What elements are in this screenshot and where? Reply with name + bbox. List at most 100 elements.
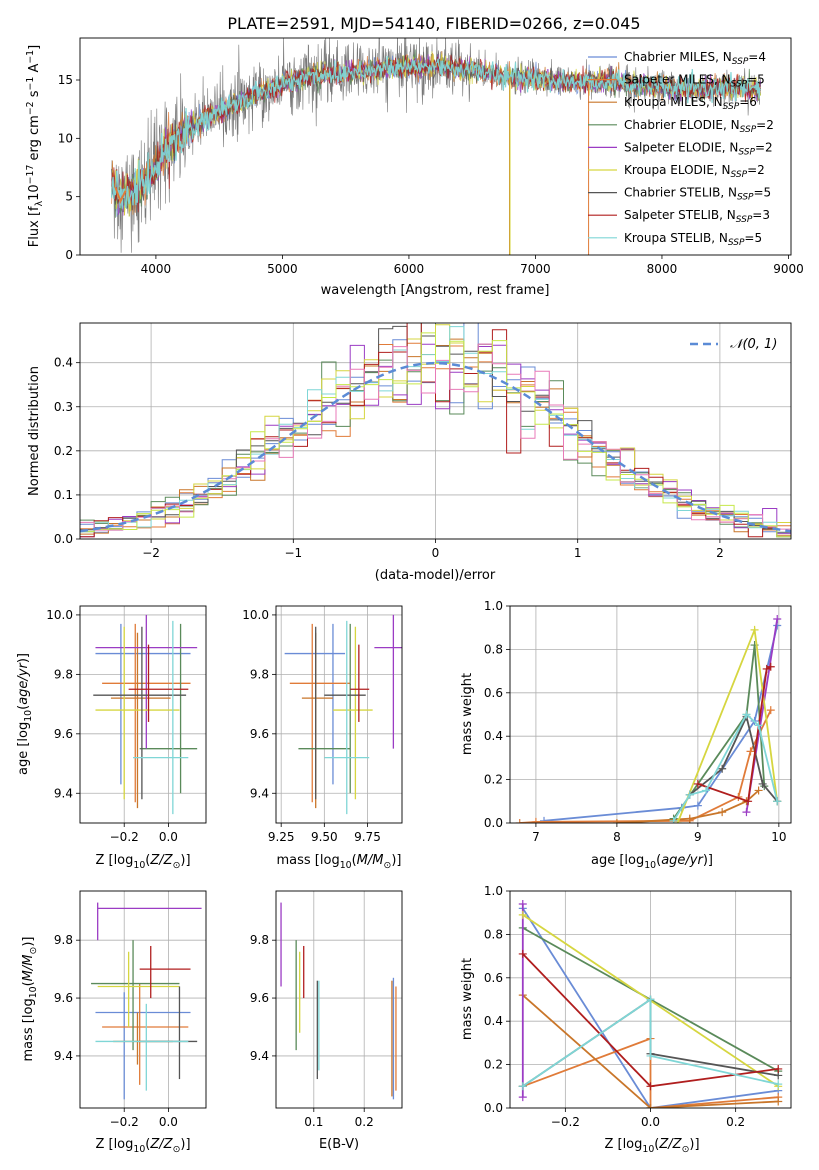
label-fragment: Flux [f xyxy=(27,206,42,247)
x-tick-label: 0.2 xyxy=(355,1115,374,1129)
legend-label-tail: =2 xyxy=(755,140,773,154)
label-fragment: s xyxy=(27,90,42,101)
y-tick-label: 9.4 xyxy=(250,786,269,800)
plot-area xyxy=(93,614,198,815)
plot-area xyxy=(111,38,762,255)
plot-area xyxy=(518,900,783,1108)
mass-weight-marker xyxy=(515,819,524,823)
label-fragment: age [ xyxy=(591,853,624,868)
mass-weight-marker xyxy=(758,779,767,788)
y-tick-label: 0.2 xyxy=(484,773,503,787)
y-tick-label: 9.8 xyxy=(54,933,73,947)
y-tick-label: 10.0 xyxy=(46,608,73,622)
y-tick-label: 5 xyxy=(65,190,73,204)
label-fragment: −1 xyxy=(25,50,36,64)
label-fragment: ] xyxy=(27,45,42,50)
y-tick-label: 9.4 xyxy=(54,786,73,800)
mass-weight-marker xyxy=(773,797,782,806)
mass-weight-marker xyxy=(701,786,710,795)
x-tick-label: 7 xyxy=(532,830,540,844)
label-fragment: )] xyxy=(16,653,31,663)
label-fragment: ( xyxy=(145,1137,150,1152)
mass-weight-marker xyxy=(518,949,527,958)
mass-weight-line xyxy=(522,1037,779,1108)
x-tick-label: 8000 xyxy=(647,262,678,276)
mass-weight-line xyxy=(519,709,772,823)
label-fragment: )] xyxy=(180,1137,190,1152)
mass-weight-marker xyxy=(762,664,771,673)
legend-label-tail: =6 xyxy=(739,95,757,109)
label-fragment: log xyxy=(624,853,644,868)
axes-frame xyxy=(275,605,403,824)
legend-label: Kroupa MILES, NSSP=6 xyxy=(624,95,757,112)
legend-label-main: Salpeter ELODIE, N xyxy=(624,140,738,154)
x-axis-label: mass [log10(M/M⊙)] xyxy=(276,853,401,871)
axes-frame xyxy=(509,890,792,1109)
x-tick-label: 1 xyxy=(574,546,582,560)
label-fragment: log xyxy=(114,1137,134,1152)
label-fragment: 10 xyxy=(23,710,34,722)
residuals-panel: −2 −1 0 1 2 0.0 0.1 0.2 0.3 0.4 𝒩(0, 1) (data-model… xyxy=(27,322,792,583)
label-fragment: mass weight xyxy=(460,958,475,1040)
y-tick-label: 0.0 xyxy=(484,816,503,830)
mass-weight-marker xyxy=(746,747,755,756)
mass-weight-marker xyxy=(685,814,694,823)
mass-weight-marker xyxy=(518,1093,527,1102)
y-tick-label: 9.6 xyxy=(250,991,269,1005)
legend-label: Chabrier STELIB, NSSP=5 xyxy=(624,186,771,203)
label-fragment: λ xyxy=(34,200,45,206)
y-tick-label: 0.3 xyxy=(54,400,73,414)
y-tick-label: 0.0 xyxy=(484,1101,503,1115)
plot-area xyxy=(515,615,782,823)
label-fragment: )] xyxy=(703,853,713,868)
label-fragment: ⊙ xyxy=(682,1144,690,1155)
label-fragment: 10 xyxy=(642,1144,654,1155)
legend-label-main: Salpeter STELIB, N xyxy=(624,208,736,222)
legend-label: Salpeter ELODIE, NSSP=2 xyxy=(624,140,773,157)
x-tick-label: 6000 xyxy=(394,262,425,276)
mass-weight-vs-metallicity-panel: −0.2 0.0 0.2 0.0 0.2 0.4 0.6 0.8 1.0 Z [log10(Z/Z… xyxy=(460,884,792,1155)
x-tick-label: 0.1 xyxy=(304,1115,323,1129)
legend-label: Kroupa STELIB, NSSP=5 xyxy=(624,231,762,248)
x-tick-label: 9.50 xyxy=(311,830,338,844)
x-tick-label: −0.2 xyxy=(110,1115,139,1129)
label-fragment: Z [ xyxy=(95,1137,113,1152)
legend-label-sub: SSP xyxy=(728,238,745,248)
figure-title: PLATE=2591, MJD=54140, FIBERID=0266, z=0… xyxy=(227,14,640,33)
mass-weight-marker xyxy=(693,801,702,810)
label-fragment: )] xyxy=(391,853,401,868)
y-axis-label: mass [log10(M/M⊙)] xyxy=(21,936,39,1061)
label-fragment: ( xyxy=(654,1137,659,1152)
legend-label-sub: SSP xyxy=(737,193,754,203)
mass-weight-marker xyxy=(766,662,775,671)
y-axis-label: age [log10(age/yr)] xyxy=(16,653,34,775)
y-tick-label: 9.4 xyxy=(250,1049,269,1063)
x-tick-label: 9 xyxy=(694,830,702,844)
age-vs-mass-panel: 9.25 9.50 9.75 9.4 9.6 9.8 10.0 mass [log10(M/M… xyxy=(242,605,403,871)
legend-label: Salpeter STELIB, NSSP=3 xyxy=(624,208,770,225)
y-tick-label: 0.2 xyxy=(54,444,73,458)
label-fragment: −1 xyxy=(25,77,36,91)
label-fragment: 10 xyxy=(340,860,352,871)
plot-area xyxy=(280,902,397,1100)
label-fragment: ⊙ xyxy=(173,1144,181,1155)
x-tick-label: 2 xyxy=(716,546,724,560)
label-fragment: 10 xyxy=(133,1144,145,1155)
axes-frame xyxy=(79,322,792,540)
x-tick-label: 0 xyxy=(432,546,440,560)
legend-label-sub: SSP xyxy=(740,125,757,135)
label-fragment: log xyxy=(16,722,31,742)
mass-weight-marker xyxy=(646,1051,655,1060)
x-axis-label: Z [log10(Z/Z⊙)] xyxy=(604,1137,699,1155)
y-axis-label: Normed distribution xyxy=(27,366,42,496)
y-tick-label: 0.6 xyxy=(484,686,503,700)
x-tick-label: 0.0 xyxy=(159,830,178,844)
mass-weight-marker xyxy=(518,910,527,919)
label-fragment: age/yr xyxy=(661,853,704,868)
axes-frame xyxy=(509,605,792,824)
mass-weight-marker xyxy=(718,808,727,817)
age-vs-metallicity-panel: −0.2 0.09.49.69.810.0Z [log10(Z/Z⊙)]age [… xyxy=(16,605,207,871)
label-fragment: ⊙ xyxy=(28,947,39,955)
x-axis-label: wavelength [Angstrom, rest frame] xyxy=(321,283,550,298)
x-axis-label: Z [log10(Z/Z⊙)] xyxy=(95,853,190,871)
